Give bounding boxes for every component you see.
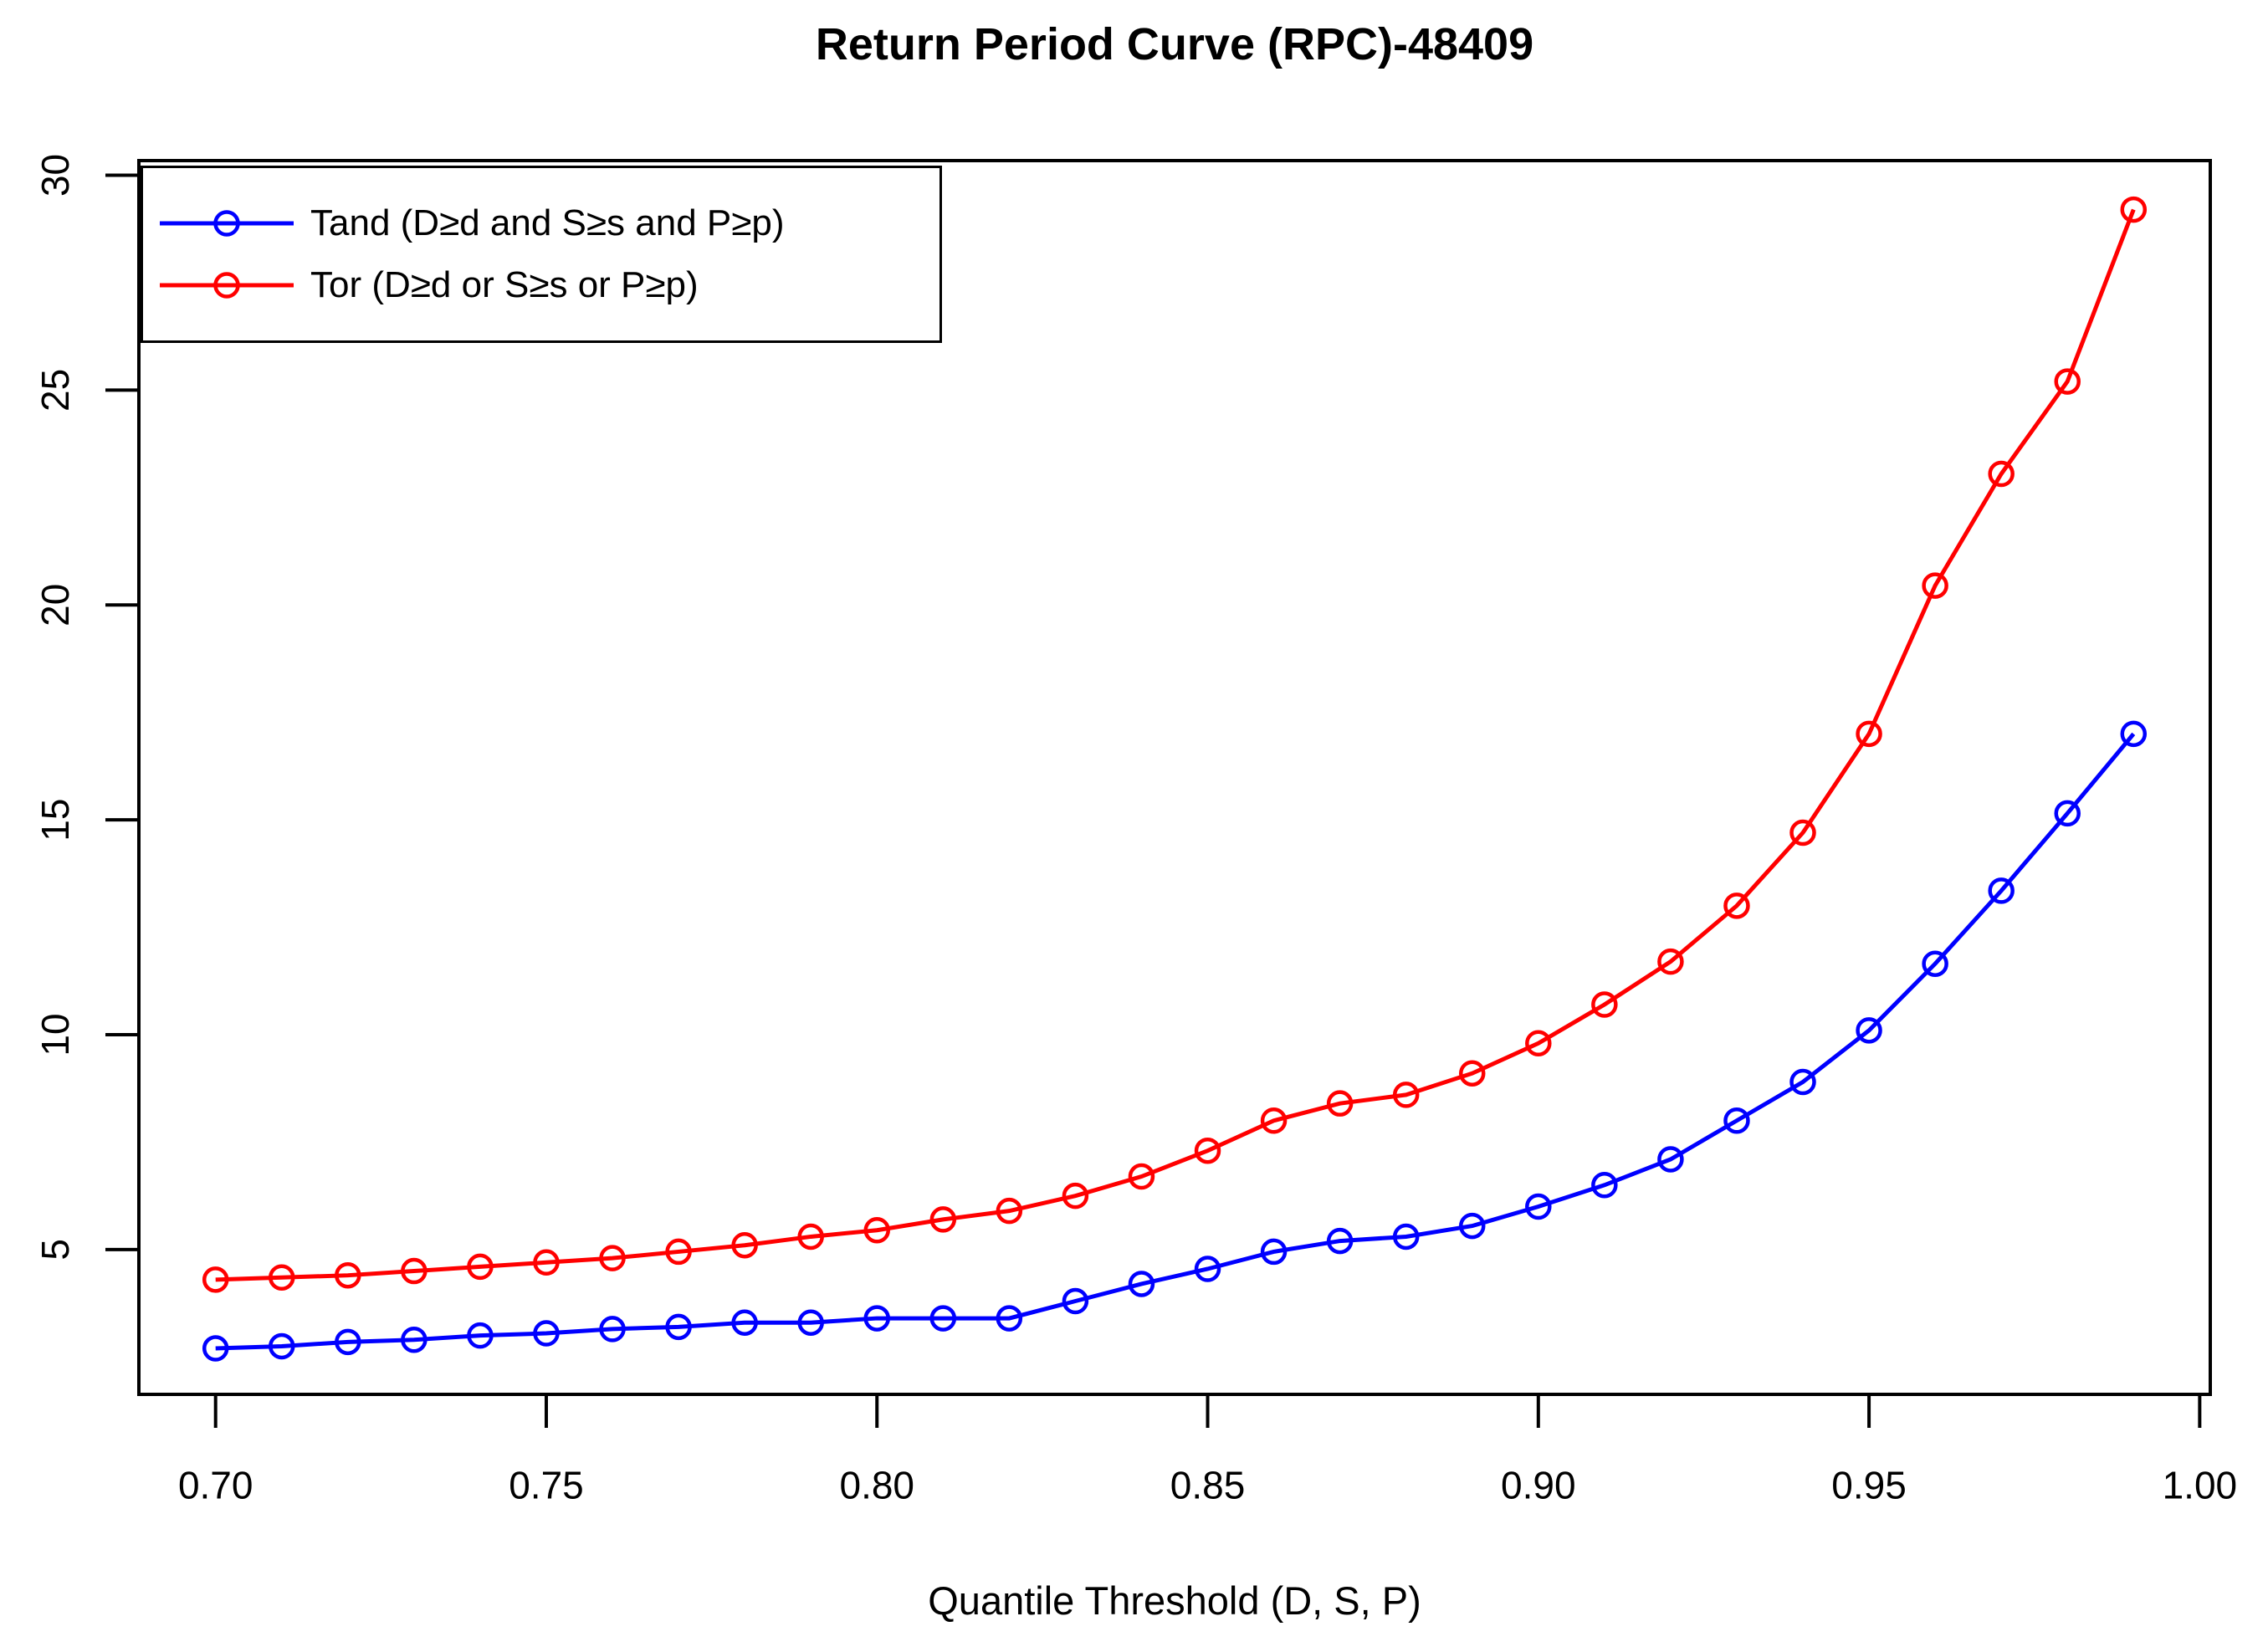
marker-tand-0.94 bbox=[1789, 1068, 1816, 1096]
marker-tor-0.74 bbox=[467, 1253, 494, 1281]
marker-tand-0.72 bbox=[335, 1328, 361, 1356]
marker-tand-0.91 bbox=[1591, 1172, 1618, 1199]
marker-tor-0.96 bbox=[1922, 572, 1948, 599]
marker-tor-0.84 bbox=[1128, 1163, 1155, 1190]
series-line-tor bbox=[215, 208, 2136, 1282]
x-tick-label-0.90: 0.90 bbox=[1501, 1464, 1576, 1507]
marker-tor-0.70 bbox=[202, 1266, 229, 1293]
marker-tor-0.99 bbox=[2120, 196, 2148, 223]
marker-tor-0.71 bbox=[269, 1264, 295, 1291]
marker-tand-0.71 bbox=[269, 1332, 295, 1360]
marker-tor-0.81 bbox=[929, 1206, 957, 1233]
y-tick-label-10: 10 bbox=[33, 1013, 77, 1056]
y-tick-label-15: 15 bbox=[33, 799, 77, 841]
marker-tor-0.90 bbox=[1525, 1030, 1552, 1057]
marker-tor-0.75 bbox=[533, 1249, 560, 1276]
marker-tor-0.94 bbox=[1789, 819, 1816, 846]
marker-tand-0.79 bbox=[797, 1309, 824, 1336]
x-tick-label-0.95: 0.95 bbox=[1831, 1464, 1907, 1507]
marker-tand-0.73 bbox=[401, 1327, 427, 1353]
marker-tor-0.89 bbox=[1458, 1060, 1486, 1087]
marker-tand-0.86 bbox=[1260, 1238, 1288, 1266]
x-tick-label-0.80: 0.80 bbox=[839, 1464, 914, 1507]
marker-tand-0.96 bbox=[1922, 950, 1948, 977]
marker-tand-0.98 bbox=[2054, 800, 2081, 827]
marker-tor-0.93 bbox=[1723, 892, 1750, 919]
marker-tand-0.92 bbox=[1657, 1146, 1684, 1173]
tand-line-swatch-icon bbox=[160, 210, 294, 237]
marker-tand-0.75 bbox=[533, 1320, 560, 1347]
marker-tand-0.85 bbox=[1194, 1256, 1221, 1282]
x-tick-label-0.75: 0.75 bbox=[509, 1464, 584, 1507]
marker-tand-0.80 bbox=[863, 1305, 891, 1332]
marker-tand-0.81 bbox=[929, 1305, 957, 1332]
marker-tand-0.90 bbox=[1525, 1193, 1552, 1220]
plot-box bbox=[137, 159, 2212, 1396]
marker-tor-0.78 bbox=[731, 1231, 758, 1259]
y-tick-label-5: 5 bbox=[33, 1239, 77, 1261]
marker-tand-0.89 bbox=[1458, 1212, 1486, 1240]
y-tick-label-25: 25 bbox=[33, 369, 77, 412]
marker-tand-0.97 bbox=[1988, 877, 2015, 904]
marker-tor-0.76 bbox=[599, 1245, 626, 1271]
marker-tand-0.77 bbox=[665, 1313, 692, 1341]
marker-tand-0.78 bbox=[731, 1309, 758, 1336]
marker-tor-0.85 bbox=[1194, 1137, 1221, 1164]
legend-box: Tand (D≥d and S≥s and P≥p) Tor (D≥d or S… bbox=[141, 166, 942, 343]
y-tick-label-30: 30 bbox=[33, 154, 77, 197]
x-tick-label-0.85: 0.85 bbox=[1170, 1464, 1246, 1507]
marker-tor-0.72 bbox=[335, 1261, 361, 1289]
marker-tand-0.87 bbox=[1326, 1227, 1354, 1255]
series-line-tand bbox=[215, 732, 2136, 1351]
marker-tand-0.70 bbox=[202, 1335, 229, 1362]
chart-title: Return Period Curve (RPC)-48409 bbox=[815, 19, 1534, 69]
marker-tand-0.84 bbox=[1128, 1271, 1155, 1297]
legend-item-tand: Tand (D≥d and S≥s and P≥p) bbox=[155, 198, 939, 248]
marker-tand-0.82 bbox=[996, 1305, 1023, 1332]
marker-tand-0.95 bbox=[1856, 1017, 1882, 1044]
x-tick-label-1.00: 1.00 bbox=[2163, 1464, 2238, 1507]
marker-tor-0.80 bbox=[863, 1216, 891, 1244]
marker-tand-0.88 bbox=[1392, 1223, 1420, 1251]
legend-label-tand: Tand (D≥d and S≥s and P≥p) bbox=[310, 202, 785, 243]
marker-tor-0.79 bbox=[797, 1223, 824, 1251]
marker-tor-0.73 bbox=[401, 1257, 427, 1285]
tor-line-swatch-icon bbox=[160, 272, 294, 299]
marker-tand-0.93 bbox=[1723, 1107, 1750, 1134]
marker-tor-0.95 bbox=[1856, 720, 1882, 748]
marker-tand-0.99 bbox=[2120, 720, 2148, 748]
x-axis-title: Quantile Threshold (D, S, P) bbox=[928, 1578, 1421, 1623]
marker-tor-0.92 bbox=[1657, 948, 1684, 975]
marker-tor-0.83 bbox=[1062, 1182, 1089, 1210]
marker-tor-0.86 bbox=[1260, 1107, 1288, 1134]
marker-tand-0.76 bbox=[599, 1316, 626, 1343]
marker-tand-0.74 bbox=[467, 1322, 494, 1349]
marker-tor-0.97 bbox=[1988, 460, 2015, 488]
marker-tor-0.98 bbox=[2054, 368, 2081, 395]
marker-tand-0.83 bbox=[1062, 1287, 1089, 1315]
x-tick-label-0.70: 0.70 bbox=[178, 1464, 253, 1507]
legend-label-tor: Tor (D≥d or S≥s or P≥p) bbox=[310, 264, 699, 305]
marker-tor-0.77 bbox=[665, 1238, 692, 1266]
marker-tor-0.87 bbox=[1326, 1090, 1354, 1117]
marker-tor-0.82 bbox=[996, 1197, 1023, 1225]
legend-item-tor: Tor (D≥d or S≥s or P≥p) bbox=[155, 260, 939, 310]
marker-tor-0.91 bbox=[1591, 991, 1618, 1018]
marker-tor-0.88 bbox=[1392, 1082, 1420, 1108]
y-tick-label-20: 20 bbox=[33, 584, 77, 627]
